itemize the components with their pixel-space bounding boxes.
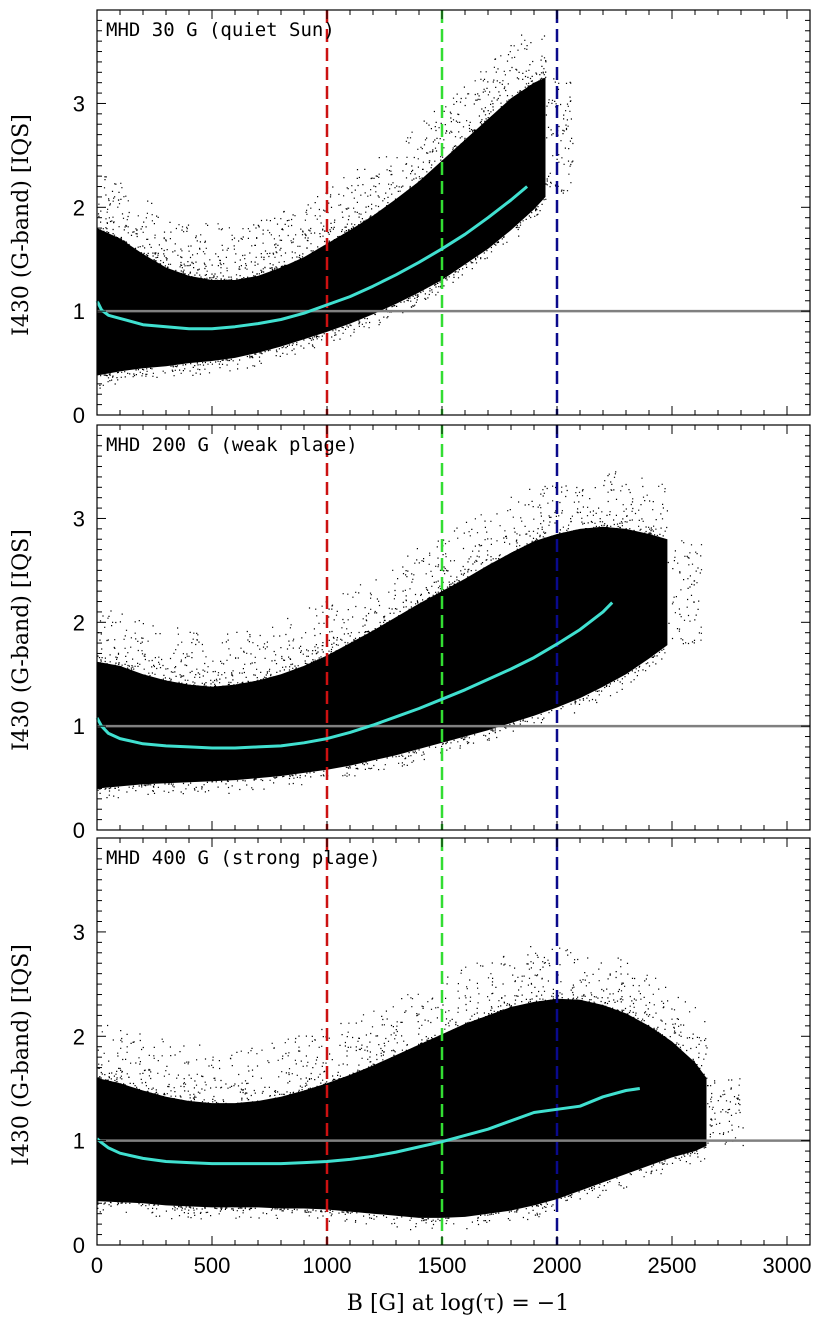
scatter-cloud [97,77,546,376]
x-tick-label: 2000 [533,1253,582,1278]
panel-title: MHD 200 G (weak plage) [106,434,358,456]
y-axis-label-bottom: I430 (G-band) [IQS] [9,944,34,1166]
x-tick-label: 3000 [763,1253,812,1278]
y-tick-label: 0 [73,403,85,428]
x-tick-label: 1000 [303,1253,352,1278]
y-axis-label-top: I430 (G-band) [IQS] [9,114,34,336]
y-tick-label: 1 [73,714,85,739]
plot-frame [96,424,811,831]
y-tick-label: 3 [73,91,85,116]
y-tick-label: 3 [73,920,85,945]
y-tick-label: 1 [73,1129,85,1154]
panels: 0 1 2 3 MHD 30 G (quiet Sun) 0 1 2 3 MHD 200 G (w… [73,9,812,1278]
x-tick-label: 1500 [418,1253,467,1278]
mean-curve [95,601,614,750]
mean-curve [96,1087,641,1166]
x-tick-label: 500 [194,1253,231,1278]
plot-frame [96,837,811,1246]
scatter-cloud [97,526,668,789]
panel-2: 0 1 2 3 MHD 200 G (weak plage) [73,424,811,843]
y-axis-label: I430 (G-band) [IQS] I430 (G-band) [IQS] … [9,114,34,1166]
y-tick-label: 2 [73,610,85,635]
y-axis-label-middle: I430 (G-band) [IQS] [9,529,34,751]
panel-title: MHD 30 G (quiet Sun) [106,19,335,41]
x-tick-labels: 0 500 1000 1500 2000 2500 3000 [91,1253,812,1278]
y-tick-label: 2 [73,1024,85,1049]
x-tick-label: 2500 [648,1253,697,1278]
panel-3: 0 1 2 3 MHD 400 G (strong plage) [73,837,811,1258]
y-tick-label: 2 [73,195,85,220]
x-axis-label: B [G] at log(τ) = −1 [347,1291,569,1316]
y-tick-label: 3 [73,506,85,531]
mean-curve [95,185,529,331]
panel-title: MHD 400 G (strong plage) [106,847,381,869]
y-tick-label: 0 [73,818,85,843]
y-tick-label: 0 [73,1233,85,1258]
plot-frame [96,9,811,416]
y-tick-label: 1 [73,299,85,324]
panel-1: 0 1 2 3 MHD 30 G (quiet Sun) [73,9,811,428]
x-tick-label: 0 [91,1253,103,1278]
